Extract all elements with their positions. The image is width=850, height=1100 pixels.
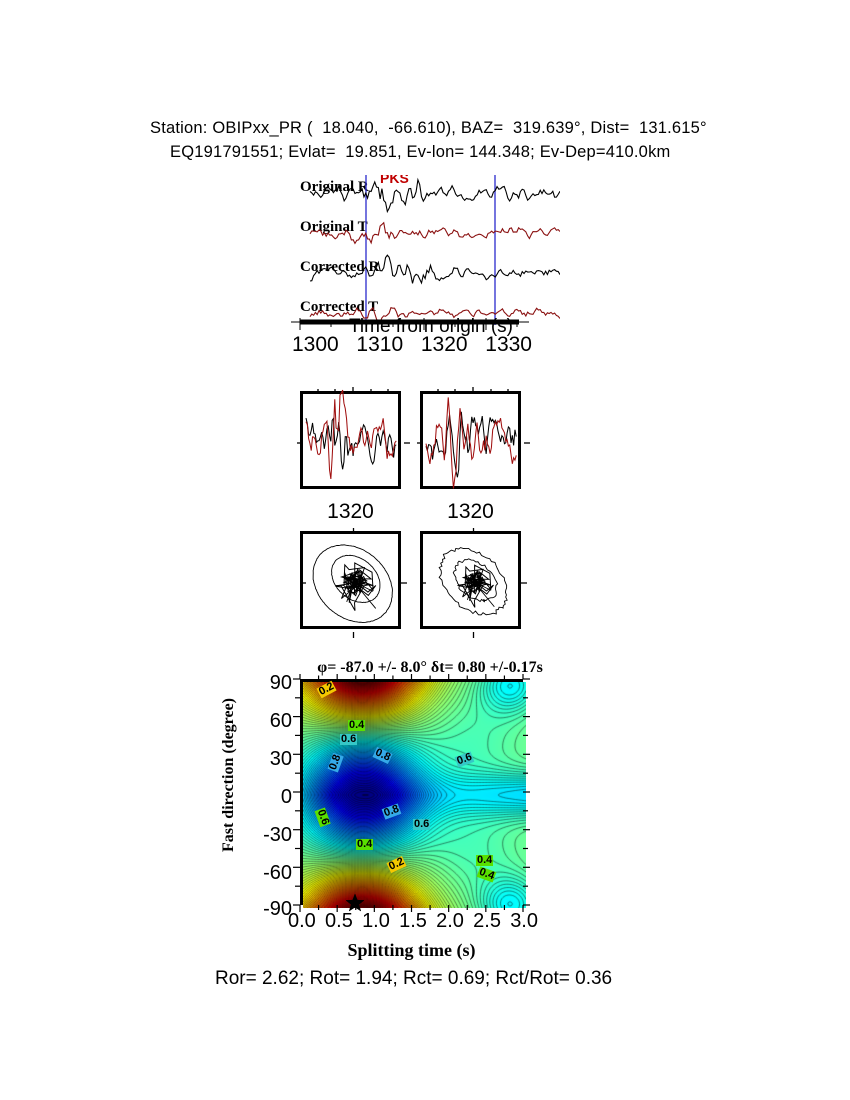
svg-text:PKS: PKS [380,175,409,186]
svg-text:Corrected R: Corrected R [300,259,379,275]
